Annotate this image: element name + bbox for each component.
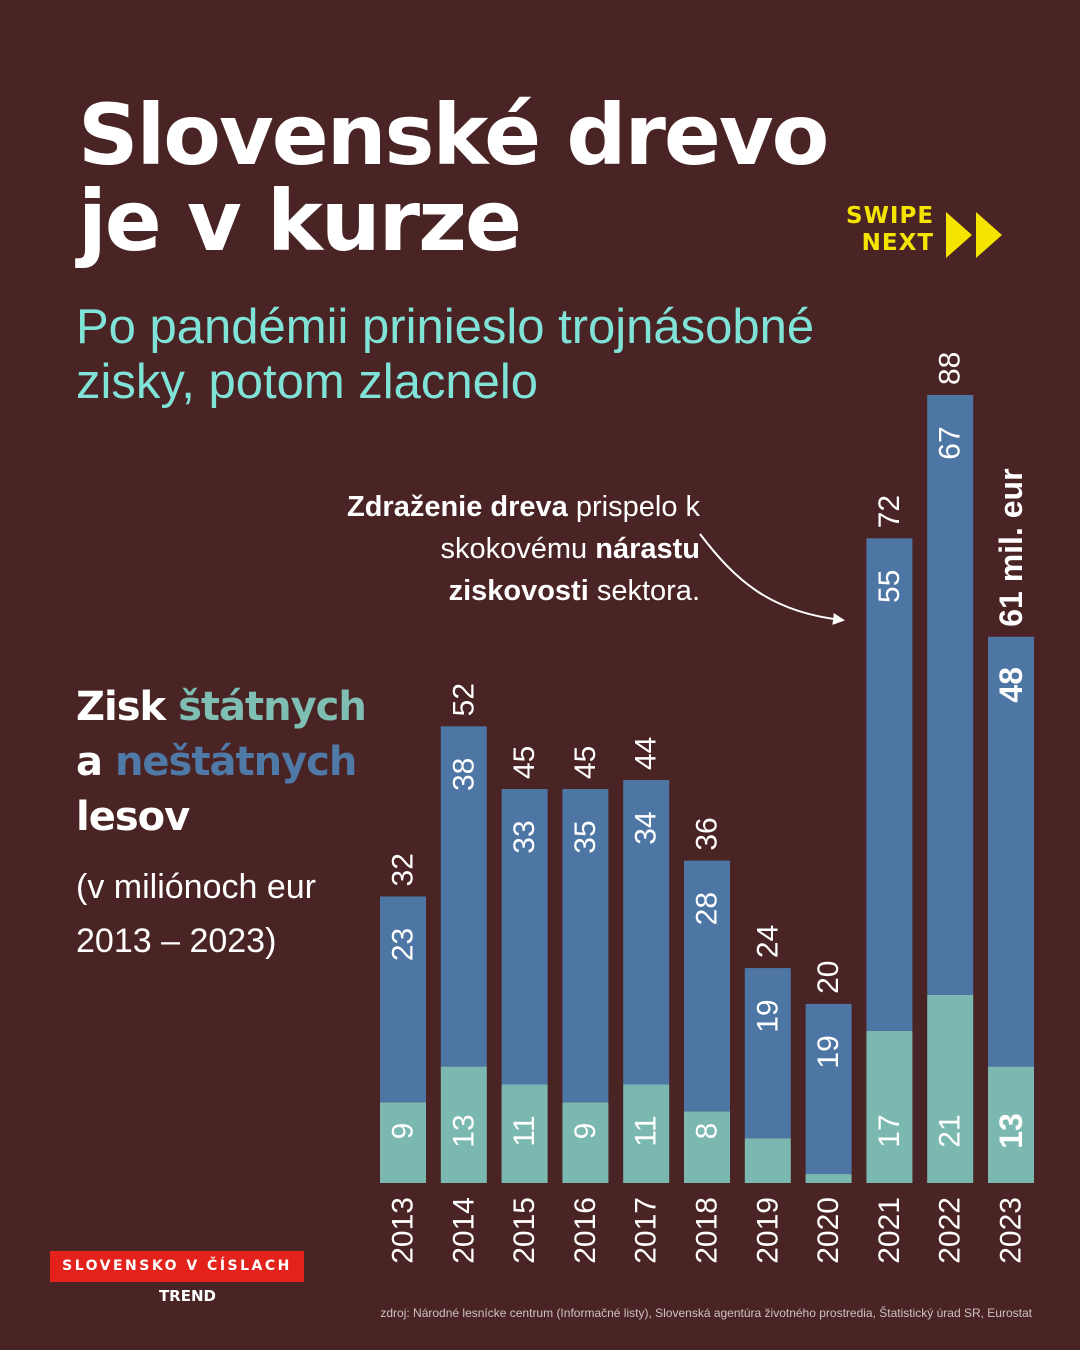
x-tick-label-2013: 2013 <box>387 1197 420 1264</box>
annotation-bold-2: nárastu ziskovosti <box>448 533 700 607</box>
x-tick-label-2016: 2016 <box>569 1197 602 1264</box>
x-tick-label-2021: 2021 <box>873 1197 906 1264</box>
annotation-bold-1: Zdraženie dreva <box>347 491 568 523</box>
x-tick-label-2022: 2022 <box>934 1197 967 1264</box>
total-label-2018: 36 <box>691 817 724 850</box>
x-tick-label-2019: 2019 <box>751 1197 784 1264</box>
legend-state: štátnych <box>178 684 367 730</box>
data-label-state-2016: 9 <box>569 1123 602 1140</box>
annotation-arrow <box>699 533 845 625</box>
subtitle: Po pandémii prinieslo trojnásobné zisky,… <box>76 300 814 410</box>
annotation-text-1: prispelo k skokovému <box>440 491 701 565</box>
bar-nonstate-2013 <box>380 896 426 1103</box>
bar-state-2018 <box>684 1111 730 1183</box>
bar-state-2016 <box>562 1102 609 1183</box>
data-label-state-2018: 8 <box>691 1123 724 1140</box>
bar-nonstate-2021 <box>866 538 913 1031</box>
unit-line-2: 2013 – 2023) <box>76 922 277 960</box>
data-label-state-2014: 13 <box>447 1114 480 1147</box>
total-label-2016: 45 <box>569 746 602 779</box>
bar-state-2022 <box>927 994 974 1183</box>
total-label-2021: 72 <box>873 495 906 528</box>
data-label-state-2015: 11 <box>508 1115 541 1146</box>
x-tick-label-2020: 2020 <box>812 1197 845 1264</box>
x-tick-label-2017: 2017 <box>630 1197 663 1264</box>
data-label-nonstate-2013: 23 <box>387 928 420 961</box>
total-label-2023: 61 mil. eur <box>993 468 1029 626</box>
double-chevron-right-icon[interactable] <box>942 208 1006 262</box>
x-tick-label-2018: 2018 <box>691 1197 724 1264</box>
data-label-state-2022: 21 <box>934 1114 967 1147</box>
data-label-nonstate-2023: 48 <box>993 667 1029 703</box>
bar-nonstate-2015 <box>501 789 548 1085</box>
bar-state-2019 <box>744 1138 791 1183</box>
bar-state-2020 <box>805 1174 852 1183</box>
total-label-2015: 45 <box>508 746 541 779</box>
data-label-state-2021: 17 <box>873 1114 906 1147</box>
page-title: Slovenské drevo je v kurze <box>78 86 829 270</box>
total-label-2014: 52 <box>447 683 480 716</box>
bar-nonstate-2017 <box>623 780 670 1085</box>
chart-unit-note: (v miliónoch eur 2013 – 2023) <box>76 860 316 968</box>
swipe-next-label[interactable]: SWIPE NEXT <box>846 203 934 257</box>
legend-word-zisk: Zisk <box>76 684 166 730</box>
bar-nonstate-2022 <box>927 395 974 995</box>
data-label-nonstate-2022: 67 <box>934 426 967 459</box>
total-label-2022: 88 <box>934 352 967 385</box>
next-word: NEXT <box>861 230 935 256</box>
annotation-text-2: sektora. <box>588 575 700 607</box>
swipe-word: SWIPE <box>846 203 935 229</box>
legend-nonstate: neštátnych <box>114 739 357 785</box>
bar-state-2014 <box>440 1066 487 1183</box>
legend-word-lesov: lesov <box>76 794 190 840</box>
bar-state-2013 <box>380 1102 426 1183</box>
bar-nonstate-2018 <box>684 860 730 1112</box>
title-line-1: Slovenské drevo <box>78 86 829 184</box>
data-label-state-2017: 11 <box>630 1115 663 1146</box>
subtitle-line-1: Po pandémii prinieslo trojnásobné <box>76 300 815 354</box>
x-tick-label-2015: 2015 <box>508 1197 541 1264</box>
chart-legend: Zisk štátnych a neštátnych lesov <box>76 680 367 845</box>
legend-word-and: a <box>76 739 103 785</box>
brand-badge: SLOVENSKO V ČÍSLACH <box>50 1251 304 1282</box>
unit-line-1: (v miliónoch eur <box>76 868 316 906</box>
bar-nonstate-2016 <box>562 789 609 1103</box>
data-label-nonstate-2016: 35 <box>569 820 602 853</box>
total-label-2019: 24 <box>751 925 784 958</box>
title-line-2: je v kurze <box>78 172 522 270</box>
bar-state-2017 <box>623 1084 670 1183</box>
bar-nonstate-2019 <box>744 968 791 1139</box>
total-label-2013: 32 <box>387 853 420 886</box>
bar-state-2015 <box>501 1084 548 1183</box>
x-tick-label-2014: 2014 <box>447 1197 480 1264</box>
total-label-2020: 20 <box>812 961 845 994</box>
data-label-nonstate-2015: 33 <box>508 820 541 853</box>
chart-annotation: Zdraženie dreva prispelo k skokovému nár… <box>330 486 700 612</box>
bar-state-2023 <box>988 1066 1034 1183</box>
bar-state-2021 <box>866 1030 913 1183</box>
data-label-nonstate-2019: 19 <box>751 999 784 1032</box>
data-label-nonstate-2021: 55 <box>873 570 906 603</box>
x-tick-label-2023: 2023 <box>995 1197 1028 1264</box>
data-label-nonstate-2017: 34 <box>630 811 663 844</box>
brand-trend-logo: TREND <box>158 1287 216 1305</box>
data-label-nonstate-2020: 19 <box>812 1035 845 1068</box>
data-label-nonstate-2018: 28 <box>691 892 724 925</box>
data-label-nonstate-2014: 38 <box>447 758 480 791</box>
data-label-state-2013: 9 <box>387 1123 420 1140</box>
bar-nonstate-2023 <box>988 636 1034 1067</box>
bar-nonstate-2020 <box>805 1003 852 1175</box>
legend-line-2: a neštátnych <box>76 735 366 790</box>
bar-nonstate-2014 <box>440 726 487 1067</box>
subtitle-line-2: zisky, potom zlacnelo <box>76 355 539 409</box>
data-label-state-2023: 13 <box>993 1113 1029 1149</box>
legend-line-1: Zisk štátnych <box>76 680 367 735</box>
source-note: zdroj: Národné lesnícke centrum (Informa… <box>380 1306 1032 1320</box>
total-label-2017: 44 <box>630 737 663 770</box>
